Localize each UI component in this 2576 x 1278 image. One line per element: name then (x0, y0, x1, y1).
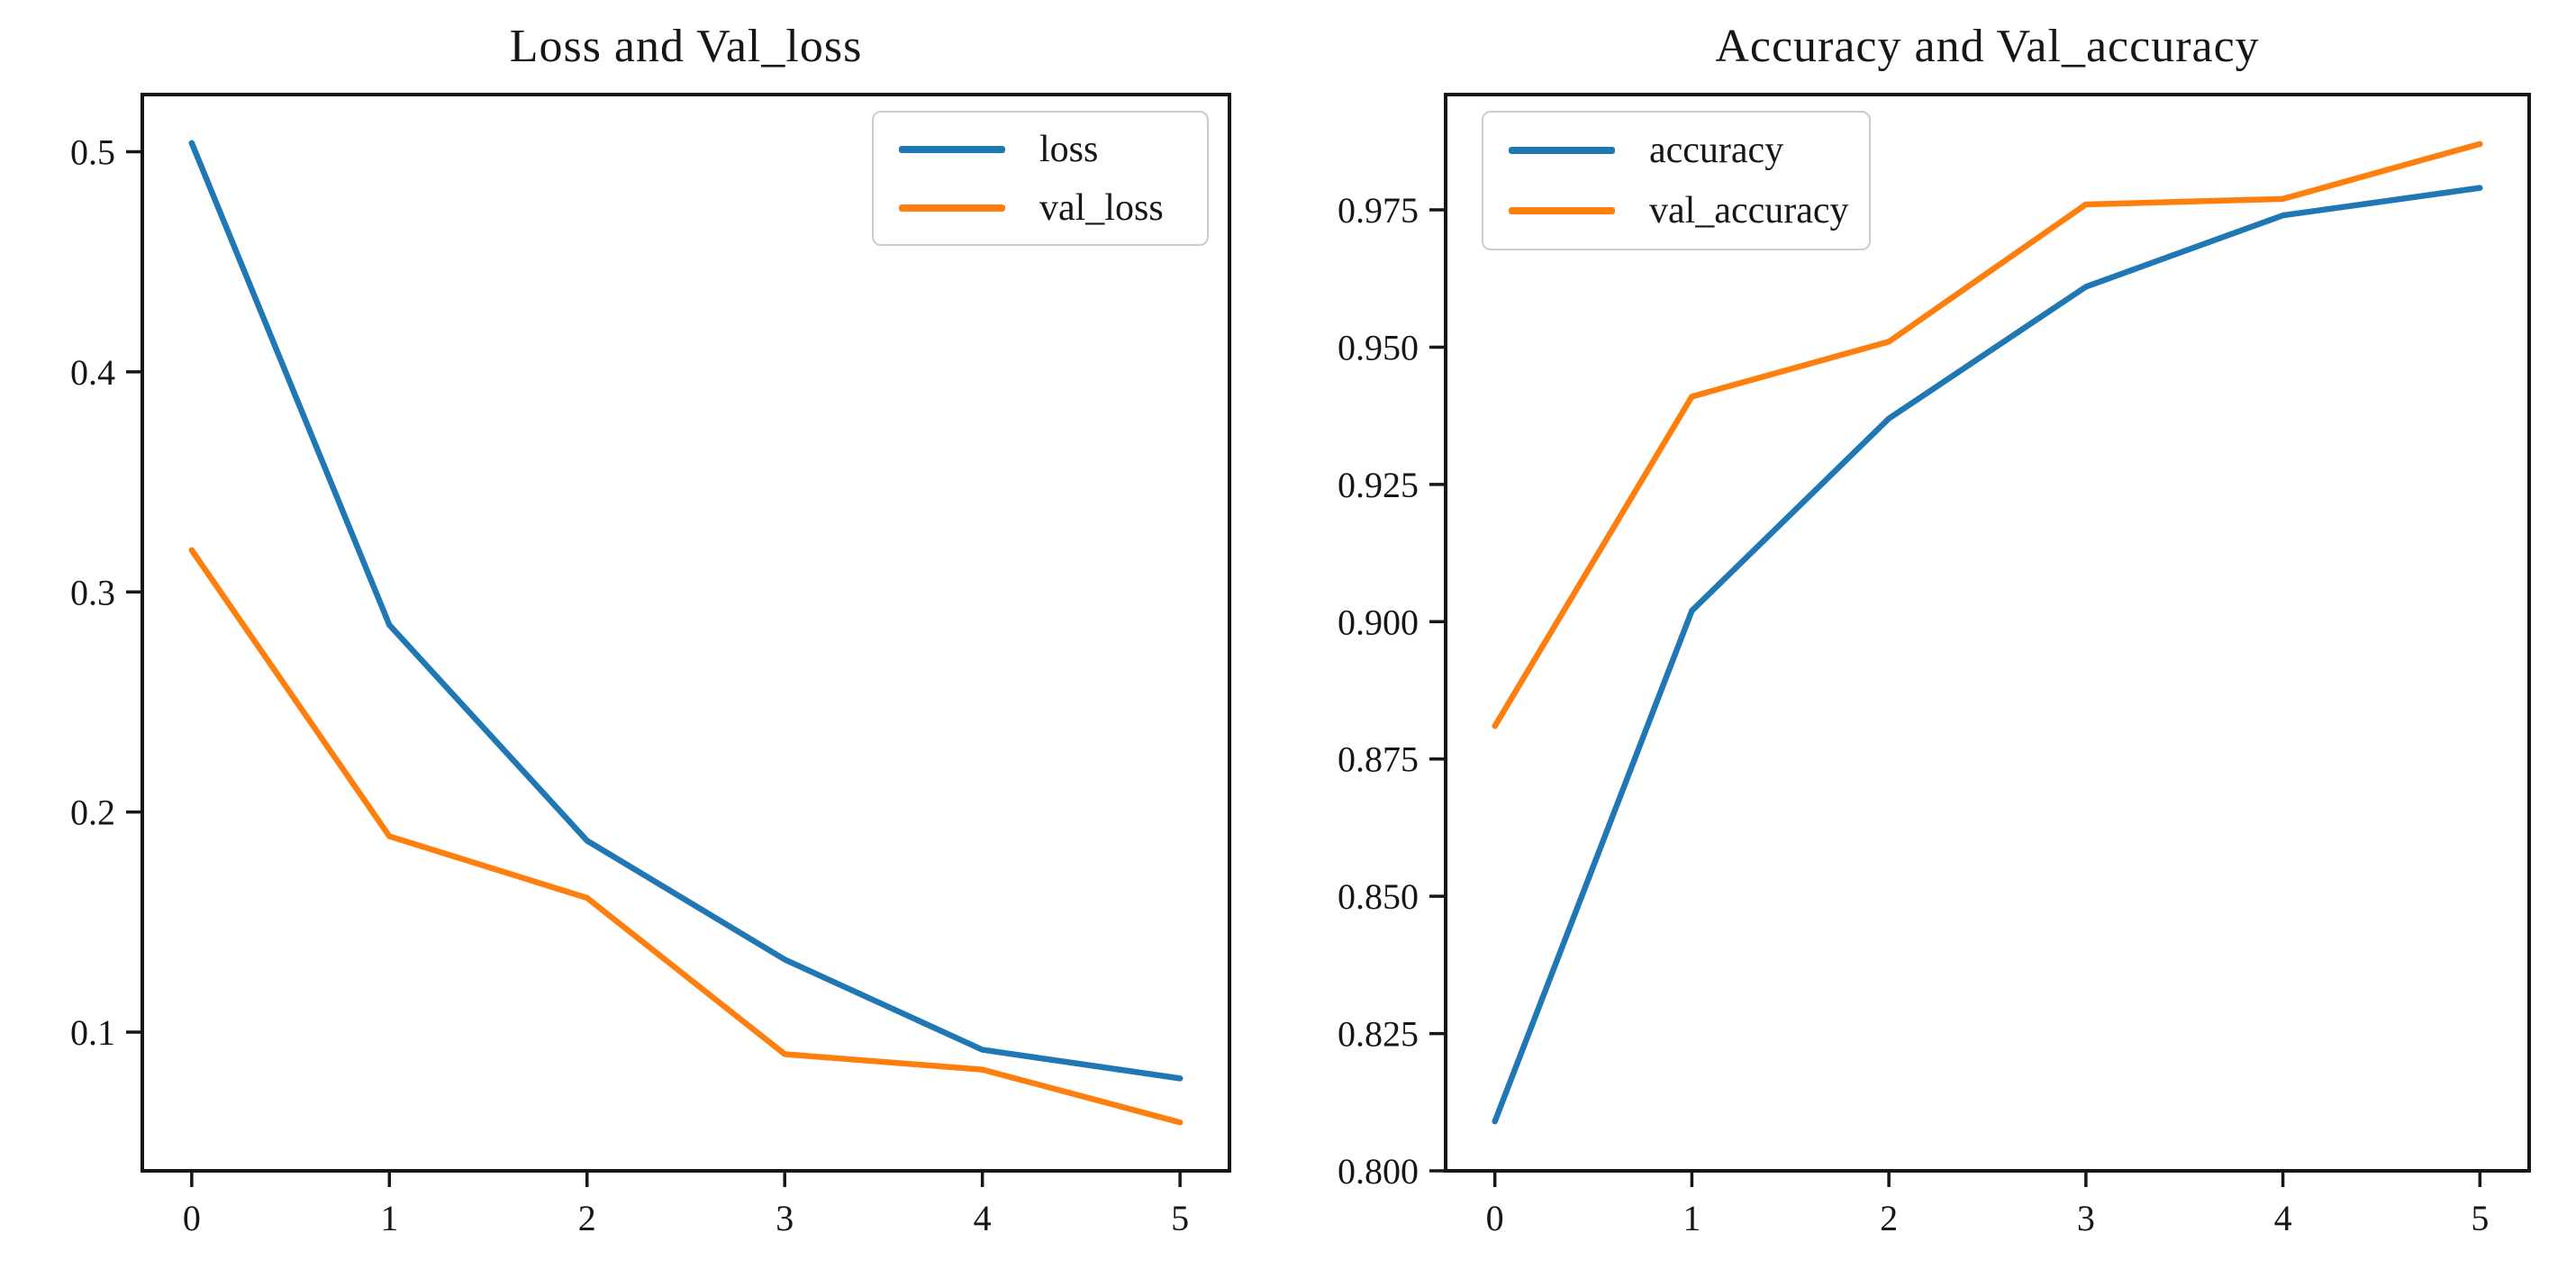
series-line-val_accuracy (1492, 140, 2483, 730)
legend-line-sample-blue (899, 145, 1005, 153)
y-tick-label: 0.975 (1338, 190, 1419, 231)
legend-label-val-accuracy: val_accuracy (1649, 190, 1849, 232)
series-line-val_loss (188, 547, 1184, 1126)
y-tick-label: 0.4 (70, 352, 115, 393)
accuracy-chart: Accuracy and Val_accuracy 0 1 2 3 4 5 0.800 0.8… (1288, 0, 2576, 1278)
x-tick-label: 2 (1880, 1198, 1898, 1238)
y-tick-label: 0.900 (1338, 602, 1419, 642)
x-tick-label: 1 (380, 1198, 398, 1238)
plot-border (141, 93, 1231, 1173)
legend-line-sample-blue (1509, 146, 1615, 154)
plot-border (1444, 93, 2531, 1173)
legend-label-accuracy: accuracy (1649, 129, 1784, 171)
y-tick-label: 0.950 (1338, 327, 1419, 367)
y-tick-label: 0.925 (1338, 465, 1419, 505)
loss-chart-title: Loss and Val_loss (509, 21, 863, 72)
y-tick-label: 0.825 (1338, 1014, 1419, 1055)
y-tick-label: 0.5 (70, 132, 115, 173)
loss-plot: 0 1 2 3 4 5 0.1 0.2 0.3 0.4 0.5 (70, 93, 1231, 1238)
accuracy-chart-title: Accuracy and Val_accuracy (1715, 21, 2260, 72)
x-tick-label: 2 (578, 1198, 596, 1238)
loss-chart: Loss and Val_loss 0 1 2 3 4 5 0.1 0.2 0.3 0.4 0.5 … (70, 21, 1231, 1238)
x-tick-label: 0 (183, 1198, 201, 1238)
accuracy-plot: 0 1 2 3 4 5 0.800 0.825 0.850 0.875 0.900 0.925 0.95… (1338, 93, 2531, 1238)
series-line-accuracy (1492, 185, 2483, 1125)
x-tick-label: 1 (1683, 1198, 1701, 1238)
x-tick-label: 5 (1171, 1198, 1189, 1238)
x-tick-label: 5 (2471, 1198, 2489, 1238)
x-tick-label: 4 (2274, 1198, 2292, 1238)
y-tick-label: 0.3 (70, 572, 115, 612)
y-tick-label: 0.800 (1338, 1151, 1419, 1192)
legend-line-sample-orange (1509, 207, 1615, 215)
legend-item-loss: loss (899, 128, 1182, 171)
legend-line-sample-orange (899, 204, 1005, 212)
x-tick-label: 3 (2077, 1198, 2095, 1238)
accuracy-legend: accuracy val_accuracy (1482, 111, 1871, 250)
legend-label-val-loss: val_loss (1039, 186, 1164, 229)
x-tick-label: 0 (1486, 1198, 1504, 1238)
y-tick-label: 0.2 (70, 793, 115, 833)
legend-item-accuracy: accuracy (1509, 129, 1844, 172)
x-tick-label: 3 (776, 1198, 794, 1238)
legend-item-val-loss: val_loss (899, 186, 1182, 230)
x-tick-label: 4 (974, 1198, 992, 1238)
legend-item-val-accuracy: val_accuracy (1509, 189, 1849, 232)
loss-legend: loss val_loss (872, 111, 1209, 246)
y-tick-label: 0.875 (1338, 739, 1419, 780)
y-tick-label: 0.850 (1338, 876, 1419, 917)
y-tick-label: 0.1 (70, 1012, 115, 1053)
legend-label-loss: loss (1039, 128, 1099, 170)
series-line-loss (188, 140, 1184, 1082)
